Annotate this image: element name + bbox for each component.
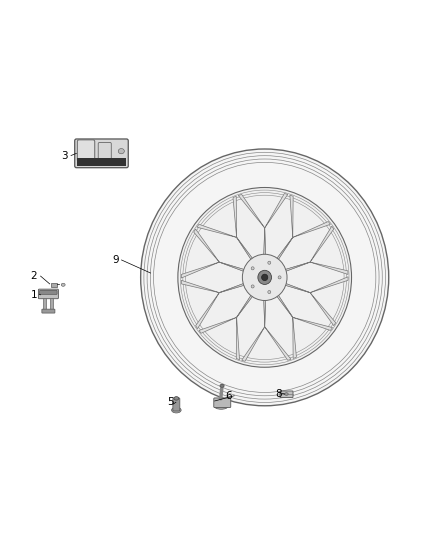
Polygon shape bbox=[233, 196, 254, 262]
Text: 6: 6 bbox=[225, 391, 232, 401]
Ellipse shape bbox=[178, 188, 352, 367]
Polygon shape bbox=[242, 297, 266, 361]
Text: 1: 1 bbox=[31, 290, 37, 300]
Text: 9: 9 bbox=[112, 255, 119, 265]
FancyBboxPatch shape bbox=[214, 398, 231, 408]
Polygon shape bbox=[283, 262, 348, 274]
Ellipse shape bbox=[61, 283, 65, 286]
Polygon shape bbox=[238, 195, 266, 257]
Polygon shape bbox=[197, 224, 254, 262]
Polygon shape bbox=[275, 293, 332, 330]
Ellipse shape bbox=[220, 384, 224, 387]
Ellipse shape bbox=[242, 254, 287, 301]
Polygon shape bbox=[196, 282, 247, 329]
Polygon shape bbox=[264, 193, 288, 257]
FancyBboxPatch shape bbox=[280, 391, 293, 398]
Polygon shape bbox=[236, 293, 254, 360]
FancyBboxPatch shape bbox=[98, 142, 111, 159]
FancyBboxPatch shape bbox=[50, 298, 53, 312]
Ellipse shape bbox=[251, 285, 254, 288]
Ellipse shape bbox=[172, 407, 181, 413]
Text: 3: 3 bbox=[61, 150, 68, 160]
Ellipse shape bbox=[285, 393, 288, 395]
Polygon shape bbox=[264, 297, 291, 360]
Ellipse shape bbox=[258, 270, 272, 285]
Polygon shape bbox=[283, 282, 336, 326]
Ellipse shape bbox=[141, 149, 389, 406]
FancyBboxPatch shape bbox=[75, 139, 128, 168]
Ellipse shape bbox=[174, 397, 179, 400]
Polygon shape bbox=[275, 195, 293, 262]
Ellipse shape bbox=[215, 404, 228, 409]
Text: 8: 8 bbox=[276, 389, 283, 399]
Polygon shape bbox=[275, 222, 330, 262]
Polygon shape bbox=[181, 262, 247, 278]
Text: 2: 2 bbox=[31, 271, 37, 281]
Text: 5: 5 bbox=[167, 397, 173, 407]
Ellipse shape bbox=[268, 261, 271, 264]
Polygon shape bbox=[283, 277, 348, 293]
Polygon shape bbox=[194, 229, 247, 272]
Ellipse shape bbox=[268, 290, 271, 294]
Ellipse shape bbox=[261, 274, 268, 280]
FancyBboxPatch shape bbox=[78, 140, 95, 161]
Polygon shape bbox=[199, 293, 254, 333]
FancyBboxPatch shape bbox=[42, 309, 55, 313]
Ellipse shape bbox=[118, 149, 124, 154]
Polygon shape bbox=[283, 226, 334, 272]
FancyBboxPatch shape bbox=[50, 283, 57, 287]
FancyBboxPatch shape bbox=[173, 398, 180, 411]
Ellipse shape bbox=[251, 267, 254, 270]
FancyBboxPatch shape bbox=[43, 298, 46, 312]
FancyBboxPatch shape bbox=[39, 289, 58, 298]
Polygon shape bbox=[181, 280, 247, 293]
Ellipse shape bbox=[278, 276, 281, 279]
Polygon shape bbox=[275, 293, 297, 359]
FancyBboxPatch shape bbox=[40, 290, 57, 294]
FancyBboxPatch shape bbox=[78, 158, 126, 166]
